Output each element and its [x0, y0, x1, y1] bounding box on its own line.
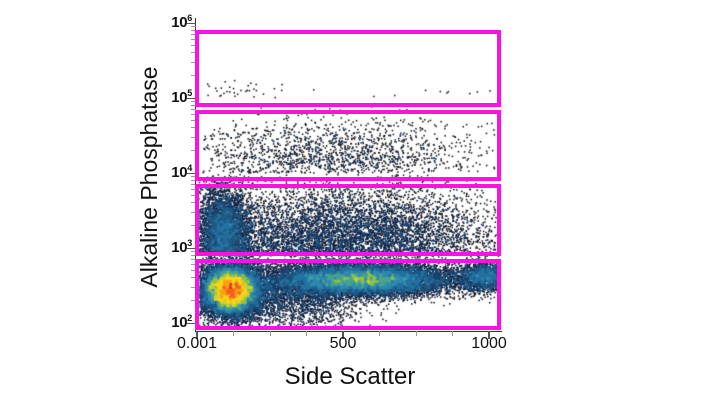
y-minor-tick	[191, 25, 196, 27]
y-minor-tick	[191, 136, 196, 138]
x-minor-tick	[452, 331, 453, 336]
y-tick-base: 10	[171, 239, 188, 257]
gate-2[interactable]	[195, 110, 502, 182]
gate-3[interactable]	[195, 184, 502, 257]
x-minor-tick	[306, 331, 307, 336]
y-major-tick	[187, 247, 196, 249]
y-minor-tick	[191, 195, 196, 197]
y-minor-tick	[191, 114, 196, 116]
y-tick-label: 105	[146, 88, 192, 107]
x-minor-tick	[233, 331, 234, 336]
y-tick-exponent: 6	[187, 13, 192, 24]
y-major-tick	[187, 97, 196, 99]
y-minor-tick	[191, 100, 196, 102]
x-minor-tick	[269, 331, 271, 336]
y-minor-tick	[191, 109, 196, 111]
y-minor-tick	[191, 39, 196, 41]
y-minor-tick	[191, 61, 196, 63]
x-major-tick	[196, 331, 198, 339]
y-tick-base: 10	[171, 14, 188, 32]
y-tick-base: 10	[171, 314, 188, 332]
y-minor-tick	[191, 259, 196, 261]
x-tick-label: 0.001	[176, 335, 218, 352]
y-minor-tick	[191, 149, 196, 151]
y-tick-label: 104	[146, 163, 192, 182]
y-minor-tick	[191, 52, 196, 54]
y-major-tick	[187, 172, 196, 174]
y-minor-tick	[191, 202, 196, 204]
x-minor-tick	[415, 331, 417, 336]
y-major-tick	[187, 322, 196, 324]
y-major-tick	[187, 22, 196, 24]
y-tick-label: 106	[146, 13, 192, 32]
y-minor-tick	[191, 29, 196, 31]
y-minor-tick	[191, 299, 196, 301]
y-minor-tick	[191, 179, 196, 181]
density-scatter-canvas	[196, 22, 502, 330]
y-minor-tick	[191, 264, 196, 266]
y-minor-tick	[191, 34, 196, 36]
y-minor-tick	[191, 286, 196, 288]
x-major-tick	[488, 331, 490, 339]
y-tick-exponent: 5	[187, 88, 192, 99]
y-minor-tick	[191, 184, 196, 186]
y-minor-tick	[191, 104, 196, 106]
x-tick-label: 1000	[471, 335, 507, 352]
gate-4[interactable]	[195, 259, 502, 330]
gate-1[interactable]	[195, 29, 502, 107]
y-minor-tick	[191, 277, 196, 279]
y-minor-tick	[191, 45, 196, 47]
y-minor-tick	[191, 250, 196, 252]
x-minor-tick	[379, 331, 380, 336]
y-minor-tick	[191, 211, 196, 213]
x-major-tick	[342, 331, 344, 339]
y-minor-tick	[191, 120, 196, 122]
x-axis-line	[196, 331, 502, 332]
y-tick-exponent: 4	[187, 163, 192, 174]
y-minor-tick	[191, 127, 196, 129]
y-tick-label: 103	[146, 238, 192, 257]
y-minor-tick	[191, 254, 196, 256]
y-tick-base: 10	[171, 164, 188, 182]
y-tick-exponent: 3	[187, 238, 192, 249]
y-minor-tick	[191, 189, 196, 191]
y-tick-label: 102	[146, 313, 192, 332]
y-minor-tick	[191, 74, 196, 76]
y-minor-tick	[191, 270, 196, 272]
y-minor-tick	[191, 175, 196, 177]
x-tick-label: 500	[329, 335, 357, 352]
y-tick-exponent: 2	[187, 313, 192, 324]
y-tick-base: 10	[171, 89, 188, 107]
y-minor-tick	[191, 224, 196, 226]
x-axis-title: Side Scatter	[284, 363, 416, 390]
